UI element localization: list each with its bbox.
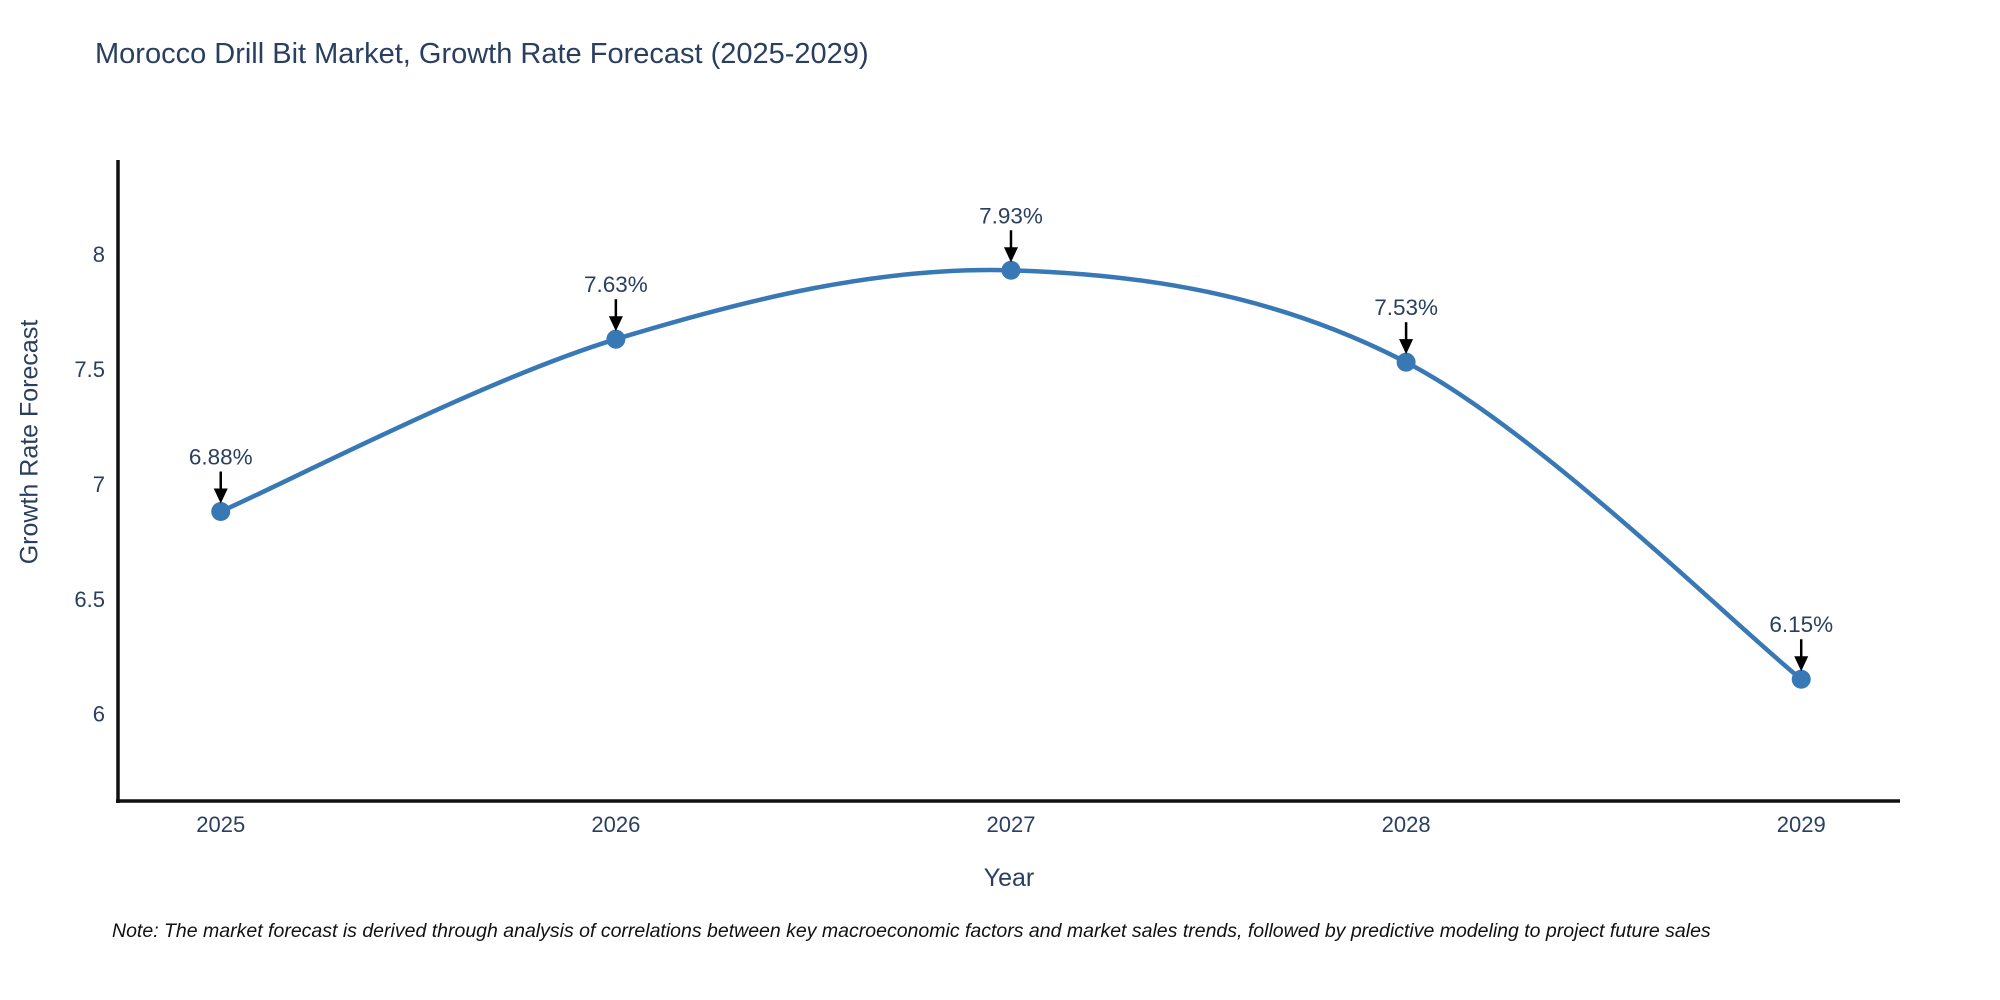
annotation-arrowhead-icon xyxy=(1794,656,1809,672)
x-tick-label: 2026 xyxy=(591,812,640,837)
data-point-label: 6.15% xyxy=(1769,612,1833,637)
data-point-label: 7.63% xyxy=(584,272,648,297)
annotation-arrowhead-icon xyxy=(1399,339,1414,355)
data-point-label: 7.93% xyxy=(979,203,1043,228)
y-axis-title: Growth Rate Forecast xyxy=(15,319,44,565)
annotation-arrowhead-icon xyxy=(1003,247,1018,263)
forecast-line xyxy=(218,267,1804,682)
y-tick-label: 8 xyxy=(93,242,105,267)
data-point-label: 6.88% xyxy=(189,445,253,470)
data-point-marker[interactable] xyxy=(1396,352,1416,372)
annotation-arrowhead-icon xyxy=(608,316,623,332)
x-tick-label: 2025 xyxy=(196,812,245,837)
y-tick-label: 6.5 xyxy=(74,587,105,612)
data-point-label: 7.53% xyxy=(1374,295,1438,320)
chart-title: Morocco Drill Bit Market, Growth Rate Fo… xyxy=(95,38,869,70)
data-point-marker[interactable] xyxy=(1791,669,1811,689)
footnote: Note: The market forecast is derived thr… xyxy=(112,920,1711,942)
data-point-marker[interactable] xyxy=(606,329,626,349)
x-tick-label: 2028 xyxy=(1382,812,1431,837)
y-tick-label: 6 xyxy=(93,702,105,727)
data-point-marker[interactable] xyxy=(211,502,231,522)
x-axis-title: Year xyxy=(983,864,1035,892)
y-tick-label: 7 xyxy=(93,472,105,497)
data-point-marker[interactable] xyxy=(1001,260,1021,280)
x-tick-label: 2029 xyxy=(1777,812,1826,837)
y-tick-label: 7.5 xyxy=(74,357,105,382)
annotation-arrowhead-icon xyxy=(213,488,228,504)
x-tick-label: 2027 xyxy=(986,812,1035,837)
